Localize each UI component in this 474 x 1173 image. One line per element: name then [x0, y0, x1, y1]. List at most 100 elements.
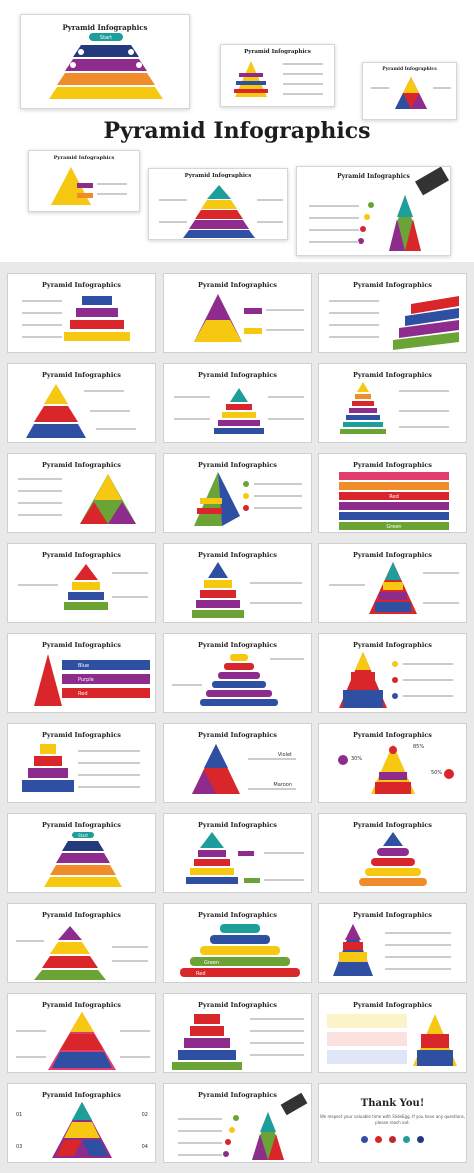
- slide-thumbnail[interactable]: Pyramid Infographics: [7, 363, 156, 443]
- puzzle-pyramid-graphic: [309, 166, 449, 251]
- step-pyramid-graphic: [22, 744, 140, 792]
- svg-text:Purple: Purple: [78, 677, 94, 683]
- slide-title: Pyramid Infographics: [198, 551, 277, 559]
- slide-thumbnail[interactable]: Pyramid Infographics: [163, 993, 312, 1073]
- violet-maroon-pyramid-graphic: Violet Maroon: [192, 744, 296, 794]
- slide-title: Pyramid Infographics: [42, 281, 121, 289]
- slide-thumbnail[interactable]: Pyramid Infographics Red Green: [318, 453, 467, 533]
- transport-pyramid-graphic: Green Red: [180, 924, 300, 977]
- hero-slide-4[interactable]: Pyramid Infographics: [28, 150, 140, 212]
- slide-thumbnail[interactable]: Pyramid Infographics: [163, 543, 312, 623]
- slide-title: Pyramid Infographics: [353, 1001, 432, 1009]
- percent-pyramid-graphic: 30% 85% 50%: [338, 744, 454, 794]
- slide-title: Pyramid Infographics: [42, 911, 121, 919]
- slide-title: Pyramid Infographics: [42, 461, 121, 469]
- slide-title: Pyramid Infographics: [198, 371, 277, 379]
- two-tone-pyramid-graphic: [194, 294, 304, 342]
- triangle-pyramid-graphic: [371, 77, 451, 109]
- slide-thumbnail[interactable]: Pyramid Infographics: [318, 993, 467, 1073]
- slide-thumbnail[interactable]: Pyramid Infographics 01 02 03 04: [7, 1083, 156, 1163]
- striped-pyramid-graphic: [234, 61, 323, 97]
- slide-thumbnail[interactable]: Pyramid Infographics: [163, 453, 312, 533]
- slide-thumbnail[interactable]: Pyramid Infographics Violet Maroon: [163, 723, 312, 803]
- slide-thumbnail[interactable]: Pyramid Infographics: [163, 633, 312, 713]
- hero-slide-6[interactable]: Pyramid Infographics: [296, 166, 451, 256]
- svg-text:Maroon: Maroon: [273, 782, 292, 788]
- youtube-icon[interactable]: [374, 1136, 382, 1143]
- svg-text:50%: 50%: [431, 770, 442, 776]
- slide-title: Pyramid Infographics: [353, 731, 432, 739]
- layered-pyramid-graphic: Start: [44, 832, 122, 887]
- hero-slide-title: Pyramid Infographics: [337, 173, 410, 180]
- svg-text:Red: Red: [78, 691, 88, 697]
- thank-you-subtitle: We respect your valuable time with Slide…: [320, 1114, 465, 1125]
- slide-thumbnail[interactable]: Pyramid Infographics: [7, 903, 156, 983]
- thank-you-title: Thank You!: [360, 1098, 425, 1109]
- slide-thumbnail[interactable]: Pyramid Infographics: [163, 273, 312, 353]
- slide-thumbnail[interactable]: Pyramid Infographics: [163, 363, 312, 443]
- slide-thumbnail[interactable]: Pyramid Infographics Green Red: [163, 903, 312, 983]
- slide-thumbnail[interactable]: Pyramid Infographics: [318, 813, 467, 893]
- slide-thumbnail[interactable]: Pyramid Infographics: [7, 723, 156, 803]
- slide-thumbnail[interactable]: Pyramid Infographics 30% 85% 50%: [318, 723, 467, 803]
- slide-title: Pyramid Infographics: [353, 641, 432, 649]
- slide-title: Pyramid Infographics: [42, 551, 121, 559]
- hero-slide-title: Pyramid Infographics: [62, 23, 148, 32]
- slide-thumbnail[interactable]: Pyramid Infographics: [318, 363, 467, 443]
- slide-thumbnail[interactable]: Pyramid Infographics Start: [7, 813, 156, 893]
- tagged-pyramid-graphic: [186, 832, 304, 884]
- svg-text:Green: Green: [204, 960, 219, 966]
- svg-text:85%: 85%: [413, 744, 424, 750]
- tiered-cake-graphic: [172, 1014, 304, 1070]
- svg-text:Start: Start: [78, 833, 88, 838]
- ribbon-pyramid-graphic: Red Green: [339, 472, 449, 530]
- slide-title: Pyramid Infographics: [198, 641, 277, 649]
- slide-title: Pyramid Infographics: [198, 281, 277, 289]
- svg-text:04: 04: [142, 1144, 148, 1150]
- slide-title: Pyramid Infographics: [353, 281, 432, 289]
- slide-thumbnail[interactable]: Pyramid Infographics: [318, 633, 467, 713]
- slide-title: Pyramid Infographics: [42, 641, 121, 649]
- hero-slide-title: Pyramid Infographics: [53, 155, 115, 161]
- slide-title: Pyramid Infographics: [198, 461, 277, 469]
- svg-text:Red: Red: [389, 494, 399, 500]
- hero-slide-2[interactable]: Pyramid Infographics: [220, 44, 335, 107]
- rainbow-pyramid-graphic: [159, 185, 283, 238]
- slide-title: Pyramid Infographics: [42, 821, 121, 829]
- circle-icons-pyramid-graphic: [339, 652, 453, 708]
- slide-title: Pyramid Infographics: [42, 1001, 121, 1009]
- layered-pyramid-graphic: Start: [49, 33, 163, 99]
- arrow-pyramid-graphic: [192, 562, 302, 618]
- twitter-icon[interactable]: [403, 1136, 411, 1143]
- slide-thumbnail[interactable]: Pyramid Infographics: [318, 543, 467, 623]
- slide-thumbnail[interactable]: Pyramid Infographics: [163, 813, 312, 893]
- yellow-pyramid-graphic: [51, 167, 127, 205]
- pinterest-icon[interactable]: [389, 1136, 396, 1143]
- slide-thumbnail[interactable]: Pyramid Infographics: [318, 273, 467, 353]
- thank-you-slide[interactable]: Thank You! We respect your valuable time…: [318, 1083, 467, 1163]
- boxed-pyramid-graphic: [327, 1014, 457, 1066]
- slide-thumbnail[interactable]: Pyramid Infographics: [7, 273, 156, 353]
- diamond-pyramid-graphic: [16, 1012, 150, 1070]
- slide-thumbnail[interactable]: Pyramid Infographics: [7, 993, 156, 1073]
- facebook-icon[interactable]: [360, 1136, 368, 1143]
- slide-thumbnail[interactable]: Pyramid Infographics: [7, 453, 156, 533]
- slide-title: Pyramid Infographics: [353, 911, 432, 919]
- 3d-stairs-graphic: [329, 296, 459, 350]
- slide-thumbnail[interactable]: Pyramid Infographics Blue Purple Red: [7, 633, 156, 713]
- linkedin-icon[interactable]: [417, 1136, 425, 1143]
- slide-thumbnail[interactable]: Pyramid Infographics: [7, 543, 156, 623]
- puzzle-pyramid-graphic: [178, 1092, 308, 1160]
- hero-slide-3[interactable]: Pyramid Infographics: [362, 62, 457, 120]
- 3d-pyramid-graphic: [194, 472, 302, 526]
- slide-title: Pyramid Infographics: [42, 371, 121, 379]
- slide-thumbnail[interactable]: Pyramid Infographics: [163, 1083, 312, 1163]
- slide-thumbnail[interactable]: Pyramid Infographics: [318, 903, 467, 983]
- svg-text:03: 03: [16, 1144, 22, 1150]
- many-layer-pyramid-graphic: [340, 382, 449, 434]
- hero-slide-1[interactable]: Pyramid Infographics Start: [20, 14, 190, 109]
- colored-pyramid-graphic: [18, 564, 148, 610]
- slide-title: Pyramid Infographics: [198, 1091, 277, 1099]
- hero-slide-5[interactable]: Pyramid Infographics: [148, 168, 288, 240]
